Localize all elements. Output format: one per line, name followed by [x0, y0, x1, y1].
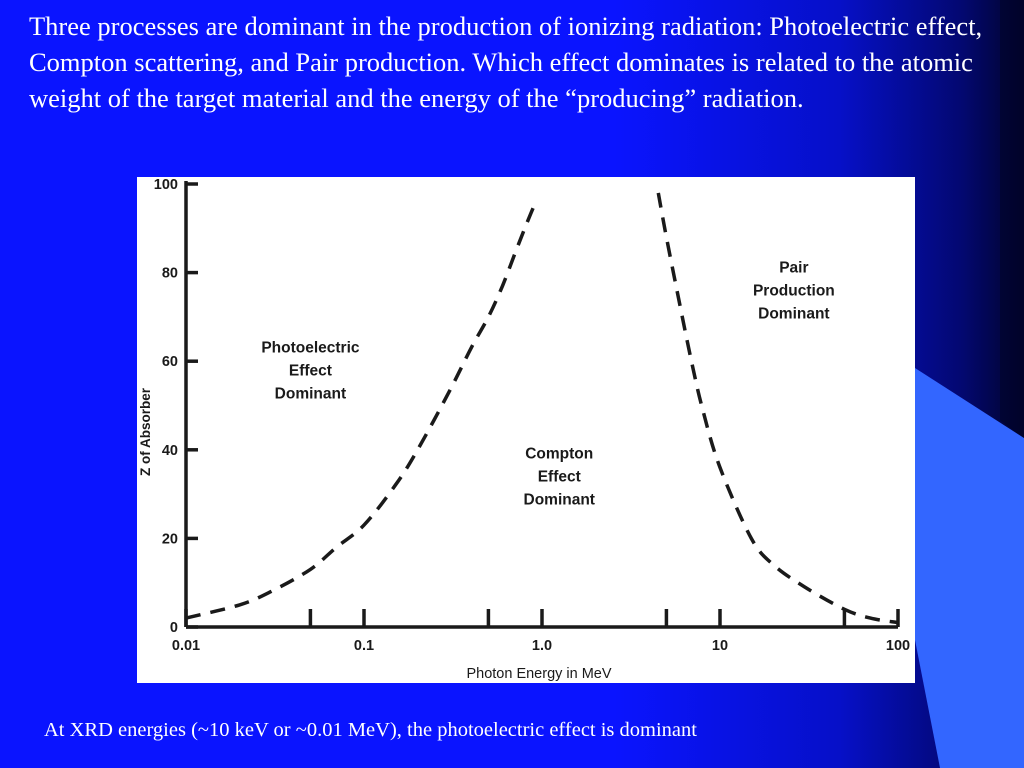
region-label-2: Compton Effect Dominant [524, 446, 595, 509]
region-label-line: Effect [289, 362, 332, 379]
accent-shape-right [915, 368, 1024, 768]
x-tick-label: 1.0 [532, 638, 552, 654]
y-tick-label: 100 [154, 177, 178, 193]
axes [184, 181, 898, 629]
region-label-line: Effect [538, 469, 581, 486]
series-line-1 [185, 205, 536, 620]
y-tick-label: 60 [162, 354, 178, 370]
x-tick-label: 100 [886, 638, 910, 654]
y-axis-label: Z of Absorber [138, 387, 153, 476]
region-label-line: Photoelectric [261, 339, 360, 356]
series-line-2 [656, 192, 899, 625]
accent-shape-edge [1000, 0, 1024, 438]
region-label-line: Production [753, 283, 835, 300]
y-tick-label: 0 [170, 620, 178, 636]
ticks: 0 20 40 60 80 100 0.01 0.1 1.0 10 100 [154, 177, 910, 654]
x-tick-label: 0.01 [172, 638, 200, 654]
y-tick-label: 20 [162, 531, 178, 547]
region-label-line: Compton [525, 446, 593, 463]
slide-heading: Three processes are dominant in the prod… [29, 11, 983, 113]
x-axis-label: Photon Energy in MeV [466, 666, 611, 682]
chart-panel: 0 20 40 60 80 100 0.01 0.1 1.0 10 100 Photoelectri… [137, 177, 915, 683]
y-tick-label: 80 [162, 266, 178, 282]
x-tick-label: 10 [712, 638, 728, 654]
region-annotations: Photoelectric Effect Dominant Compton Effect… [261, 260, 834, 509]
y-tick-label: 40 [162, 443, 178, 459]
region-label-line: Dominant [524, 492, 595, 509]
z-vs-energy-chart: 0 20 40 60 80 100 0.01 0.1 1.0 10 100 Photoelectri… [138, 177, 910, 682]
region-label-3: Pair Production Dominant [753, 260, 835, 323]
x-tick-label: 0.1 [354, 638, 374, 654]
region-label-line: Dominant [275, 385, 346, 402]
region-label-line: Pair [779, 260, 808, 277]
region-label-line: Dominant [758, 306, 829, 323]
series-lines [185, 192, 899, 625]
region-label-1: Photoelectric Effect Dominant [261, 339, 360, 402]
slide-footer: At XRD energies (~10 keV or ~0.01 MeV), … [44, 719, 697, 741]
